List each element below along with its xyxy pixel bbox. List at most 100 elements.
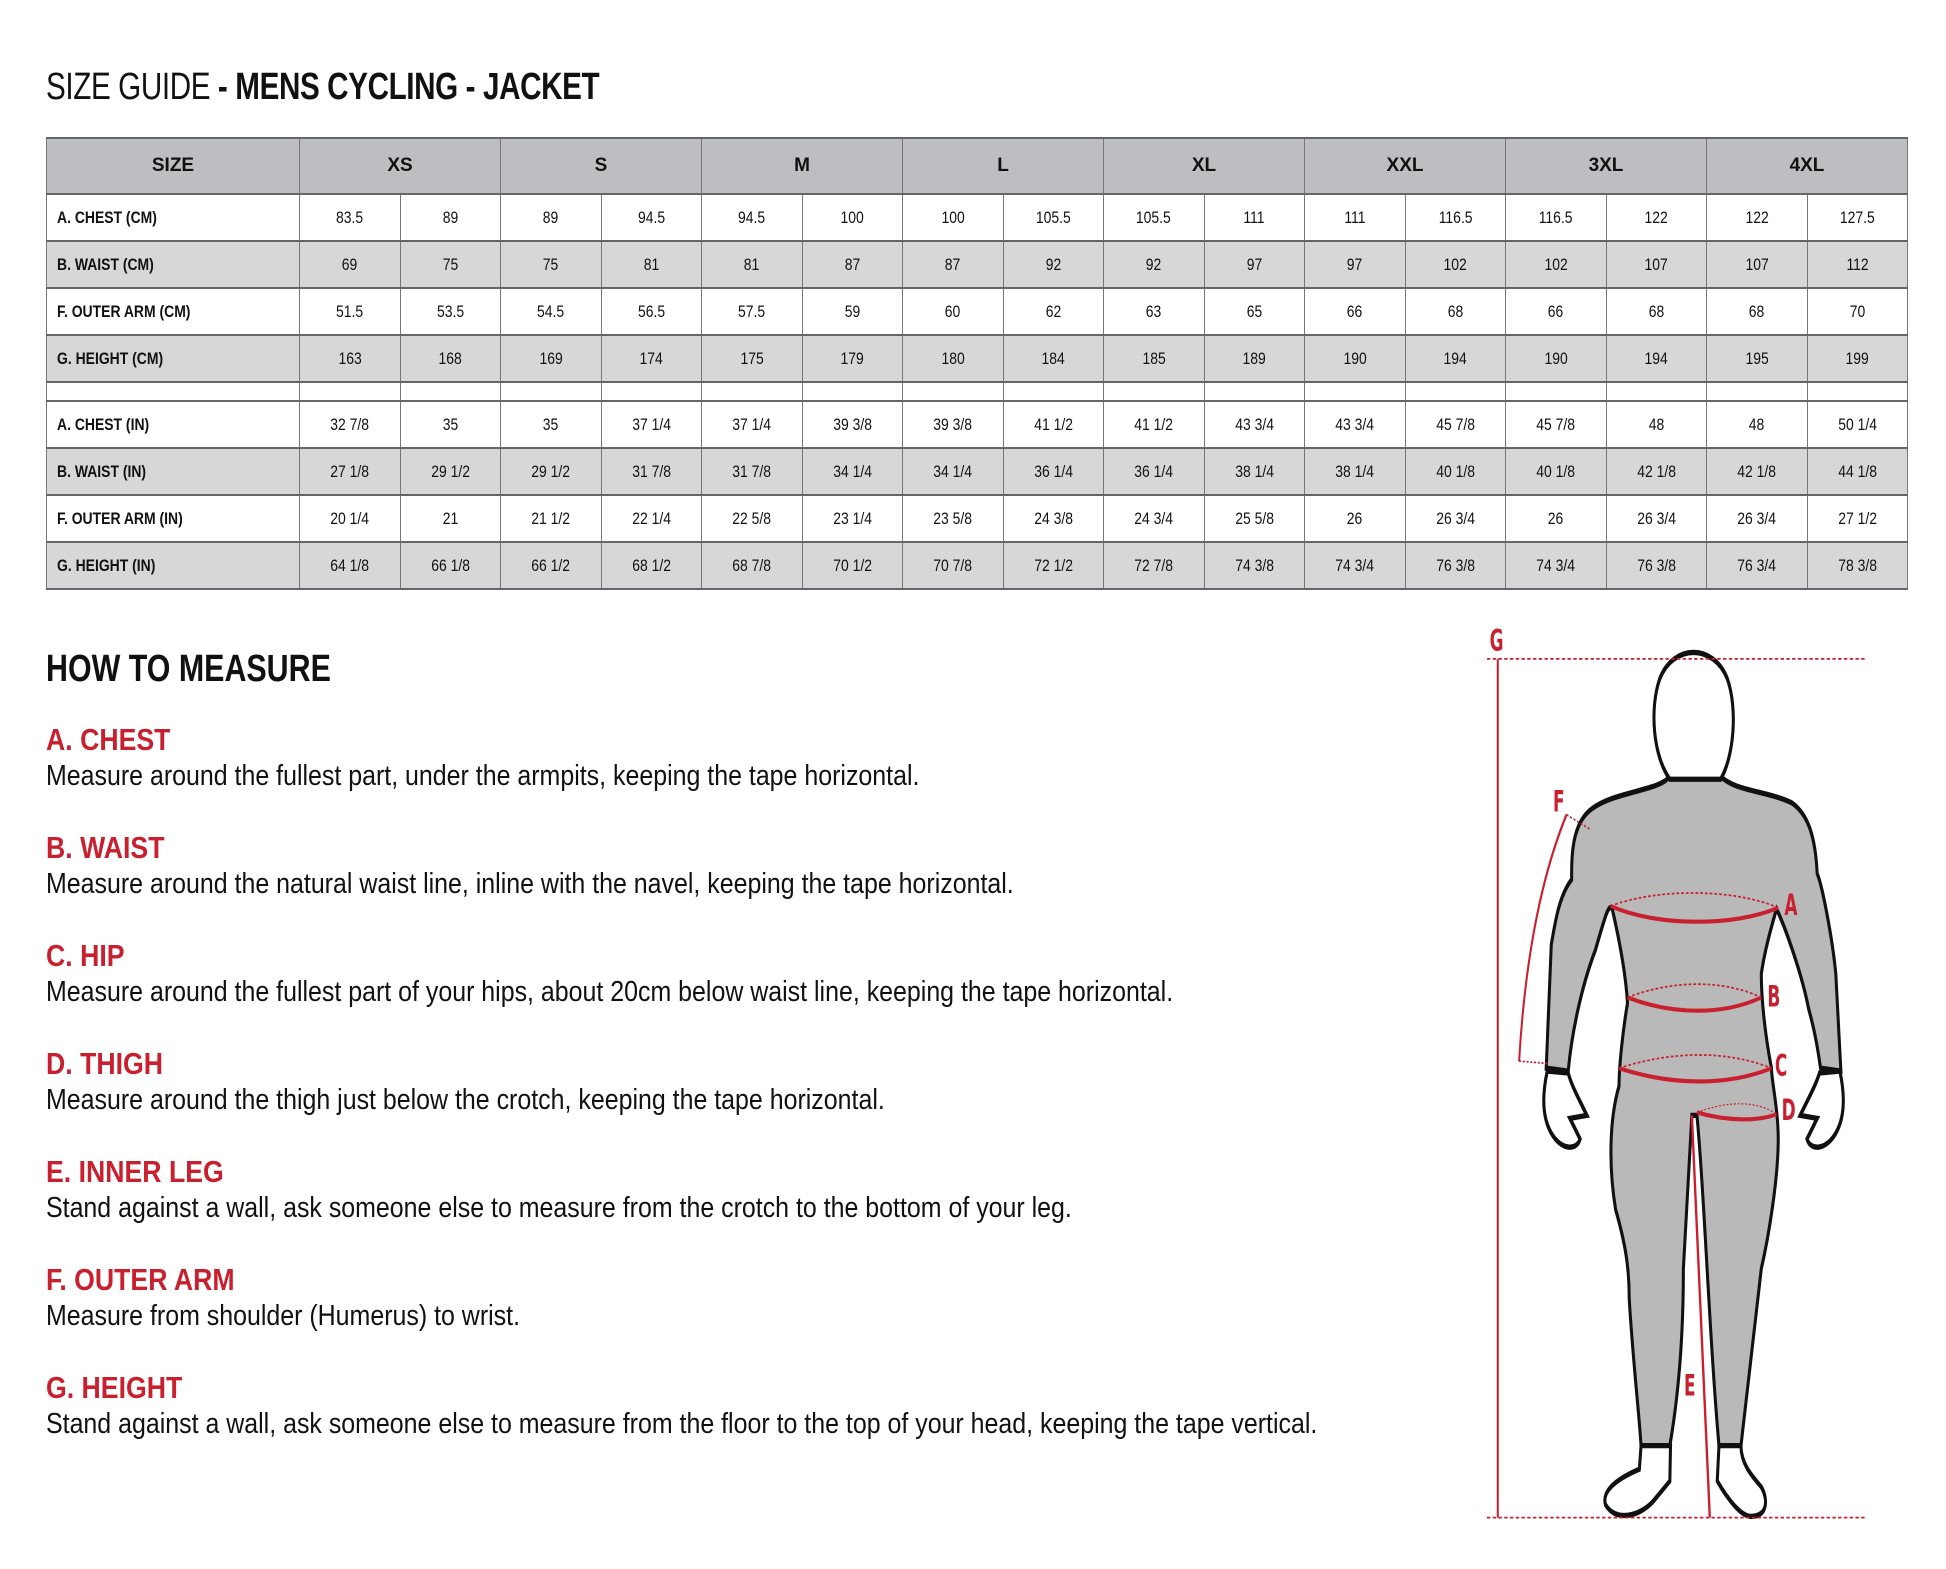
measure-item-title: G. HEIGHT xyxy=(46,1370,183,1405)
inner-leg-line xyxy=(1690,1115,1711,1518)
measure-item-text: Stand against a wall, ask someone else t… xyxy=(46,1408,1318,1440)
table-cell: 24 3/4 xyxy=(1103,495,1205,542)
table-cell: 66 xyxy=(1304,288,1406,335)
cell-value: 68 7/8 xyxy=(732,555,772,575)
table-cell: 23 1/4 xyxy=(801,495,903,542)
table-cell: 62 xyxy=(1002,288,1104,335)
cell-value: 65 xyxy=(1246,301,1263,321)
table-cell: 42 1/8 xyxy=(1706,448,1808,495)
row-label-text: G. HEIGHT (IN) xyxy=(57,555,156,575)
measure-item-title: C. HIP xyxy=(46,938,125,973)
table-cell: 100 xyxy=(902,194,1004,241)
table-cell: 74 3/4 xyxy=(1304,542,1406,589)
table-cell: 66 1/8 xyxy=(399,542,501,589)
spacer-cell xyxy=(801,382,903,401)
table-cell: 68 xyxy=(1404,288,1506,335)
table-cell: 68 1/2 xyxy=(600,542,702,589)
cell-value: 50 1/4 xyxy=(1837,414,1877,434)
cell-value: 38 1/4 xyxy=(1234,461,1274,481)
table-cell: 74 3/4 xyxy=(1505,542,1607,589)
table-cell: 26 xyxy=(1505,495,1607,542)
cell-value: 48 xyxy=(1748,414,1765,434)
thigh-line xyxy=(1696,1110,1777,1122)
spacer-cell xyxy=(1002,382,1104,401)
row-label: B. WAIST (IN) xyxy=(46,448,300,495)
size-header-3xl: 3XL xyxy=(1505,138,1707,194)
label-d: D xyxy=(1782,1093,1796,1127)
size-header-4xl: 4XL xyxy=(1706,138,1908,194)
cell-value: 66 1/2 xyxy=(531,555,571,575)
row-label: F. OUTER ARM (IN) xyxy=(46,495,300,542)
table-cell: 184 xyxy=(1002,335,1104,382)
table-cell: 70 xyxy=(1806,288,1908,335)
spacer-cell xyxy=(1304,382,1406,401)
table-cell: 127.5 xyxy=(1806,194,1908,241)
table-cell: 53.5 xyxy=(399,288,501,335)
cell-value: 38 1/4 xyxy=(1335,461,1375,481)
cell-value: 102 xyxy=(1544,254,1568,274)
cell-value: 127.5 xyxy=(1839,207,1875,227)
cell-value: 26 3/4 xyxy=(1636,508,1676,528)
table-cell: 22 1/4 xyxy=(600,495,702,542)
cell-value: 53.5 xyxy=(436,301,464,321)
body-silhouette xyxy=(1542,650,1845,1520)
table-cell: 72 7/8 xyxy=(1103,542,1205,589)
cell-value: 39 3/8 xyxy=(933,414,973,434)
label-c: C xyxy=(1775,1048,1787,1082)
cell-value: 111 xyxy=(1243,207,1265,227)
table-cell: 32 7/8 xyxy=(299,401,401,448)
measure-item-text: Measure around the thigh just below the … xyxy=(46,1084,885,1116)
table-cell: 83.5 xyxy=(299,194,401,241)
table-cell: 190 xyxy=(1505,335,1607,382)
cell-value: 111 xyxy=(1344,207,1366,227)
label-g: G xyxy=(1490,624,1504,658)
cell-value: 107 xyxy=(1644,254,1668,274)
left-foot xyxy=(1603,1442,1673,1519)
table-cell: 68 xyxy=(1605,288,1707,335)
measure-item: E. INNER LEG Stand against a wall, ask so… xyxy=(46,1154,1072,1226)
table-row: F. OUTER ARM (CM) 51.5 53.5 54.5 56.5 57.5 59 6… xyxy=(46,288,1908,335)
table-cell: 31 7/8 xyxy=(600,448,702,495)
table-cell: 26 xyxy=(1304,495,1406,542)
cell-value: 100 xyxy=(941,207,965,227)
cell-value: 94.5 xyxy=(637,207,665,227)
measure-item: D. THIGH Measure around the thigh just be… xyxy=(46,1046,885,1118)
table-cell: 38 1/4 xyxy=(1203,448,1305,495)
table-row: A. CHEST (CM) 83.5 89 89 94.5 94.5 100 100 105.5… xyxy=(46,194,1908,241)
table-cell: 23 5/8 xyxy=(902,495,1004,542)
size-header-row: SIZE XS S M L XL XXL 3XL 4XL xyxy=(46,138,1908,194)
cell-value: 43 3/4 xyxy=(1335,414,1375,434)
cell-value: 190 xyxy=(1343,348,1367,368)
table-cell: 116.5 xyxy=(1404,194,1506,241)
size-header-s: S xyxy=(500,138,702,194)
cell-value: 97 xyxy=(1246,254,1263,274)
row-label-text: B. WAIST (IN) xyxy=(57,461,147,481)
table-cell: 20 1/4 xyxy=(299,495,401,542)
cell-value: 41 1/2 xyxy=(1134,414,1174,434)
table-cell: 81 xyxy=(701,241,803,288)
cell-value: 189 xyxy=(1242,348,1266,368)
cell-value: 194 xyxy=(1644,348,1668,368)
spacer-cell xyxy=(1806,382,1908,401)
table-row: B. WAIST (IN) 27 1/8 29 1/2 29 1/2 31 7/8 31 … xyxy=(46,448,1908,495)
head-outline xyxy=(1652,650,1735,782)
cell-value: 70 xyxy=(1849,301,1866,321)
cell-value: 23 5/8 xyxy=(933,508,973,528)
spacer-cell xyxy=(1605,382,1707,401)
waist-line xyxy=(1627,995,1762,1013)
table-cell: 75 xyxy=(500,241,602,288)
table-cell: 44 1/8 xyxy=(1806,448,1908,495)
table-cell: 68 xyxy=(1706,288,1808,335)
table-cell: 111 xyxy=(1203,194,1305,241)
table-cell: 26 3/4 xyxy=(1404,495,1506,542)
cell-value: 24 3/4 xyxy=(1134,508,1174,528)
measure-item: B. WAIST Measure around the natural waist… xyxy=(46,830,1014,902)
table-cell: 25 5/8 xyxy=(1203,495,1305,542)
table-cell: 60 xyxy=(902,288,1004,335)
hip-line xyxy=(1618,1066,1772,1084)
table-cell: 26 3/4 xyxy=(1706,495,1808,542)
table-cell: 97 xyxy=(1203,241,1305,288)
size-header-l: L xyxy=(902,138,1104,194)
cell-value: 66 1/8 xyxy=(430,555,470,575)
table-cell: 36 1/4 xyxy=(1002,448,1104,495)
